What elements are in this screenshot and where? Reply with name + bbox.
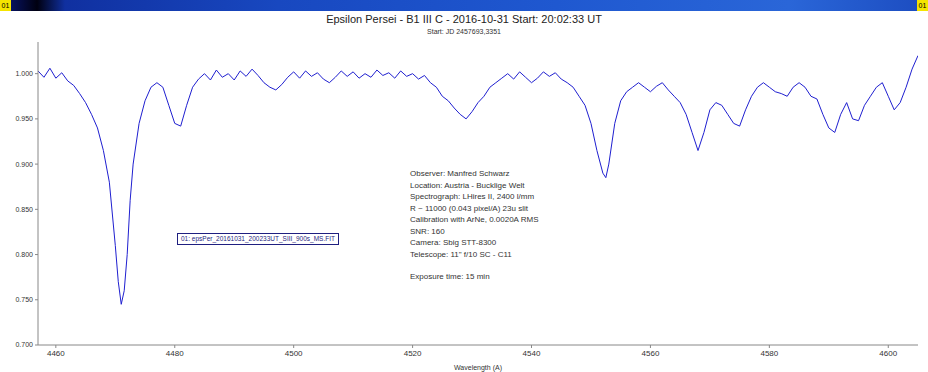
html-text:Camera: Sbig STT-8300: Camera: Sbig STT-8300 xyxy=(410,238,497,247)
svg-text:4580: 4580 xyxy=(760,349,778,358)
svg-text:4560: 4560 xyxy=(642,349,660,358)
svg-text:4460: 4460 xyxy=(47,349,65,358)
svg-text:4520: 4520 xyxy=(404,349,422,358)
svg-text:4480: 4480 xyxy=(166,349,184,358)
svg-text:4600: 4600 xyxy=(879,349,897,358)
html-text:01: epsPer_20161031_200233UT_S: 01: epsPer_20161031_200233UT_SIII_900s_M… xyxy=(181,235,335,242)
html-text:R ~ 11000 (0.043 pixel/A) 23u: R ~ 11000 (0.043 pixel/A) 23u slit xyxy=(410,203,528,213)
html-text:Start: JD 2457693,3351: Start: JD 2457693,3351 xyxy=(427,28,501,35)
html-text:Epsilon Persei - B1 III C - 20: Epsilon Persei - B1 III C - 2016-10-31 S… xyxy=(326,13,602,25)
html-text:Location: Austria - Bucklige W: Location: Austria - Bucklige Welt xyxy=(410,180,525,190)
svg-text:4500: 4500 xyxy=(285,349,303,358)
svg-text:1.000: 1.000 xyxy=(15,70,33,77)
svg-text:0.750: 0.750 xyxy=(15,296,33,303)
html-text:Exposure time: 15 min: Exposure time: 15 min xyxy=(410,272,490,281)
svg-text:0.950: 0.950 xyxy=(15,115,33,122)
html-text:01: 01 xyxy=(1,2,10,9)
svg-text:0.800: 0.800 xyxy=(15,251,33,258)
html-text:Observer: Manfred Schwarz: Observer: Manfred Schwarz xyxy=(410,169,510,178)
html-text:Calibration with ArNe, 0.0020A: Calibration with ArNe, 0.0020A RMS xyxy=(410,215,539,224)
svg-text:Wavelength (A): Wavelength (A) xyxy=(454,364,502,372)
svg-text:0.850: 0.850 xyxy=(15,206,33,213)
html-text:Telescope: 11" f/10 SC - C11: Telescope: 11" f/10 SC - C11 xyxy=(410,249,512,259)
html-text:Spectrograph: LHires II, 2400: Spectrograph: LHires II, 2400 l/mm xyxy=(410,192,535,201)
html-text:SNR: 160: SNR: 160 xyxy=(410,226,445,236)
html-text:01: 01 xyxy=(918,2,927,9)
svg-text:0.900: 0.900 xyxy=(15,161,33,168)
svg-text:4540: 4540 xyxy=(523,349,541,358)
svg-text:0.700: 0.700 xyxy=(15,341,33,348)
